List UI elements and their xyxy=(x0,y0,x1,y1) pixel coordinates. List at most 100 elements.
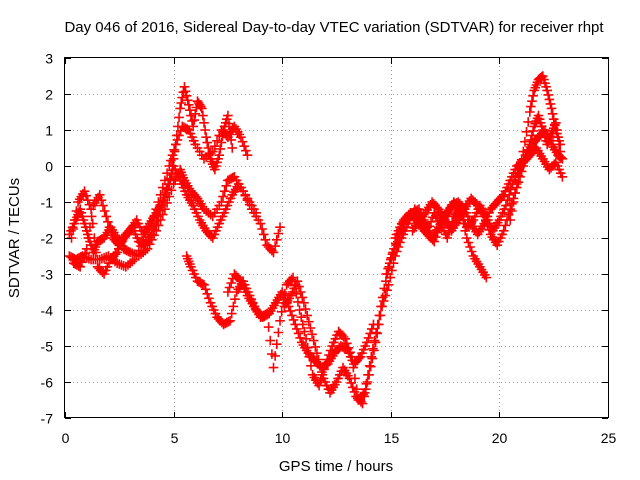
data-point xyxy=(207,301,217,312)
data-point xyxy=(223,316,234,327)
data-point xyxy=(166,185,177,196)
data-point xyxy=(343,343,354,353)
series-track-c xyxy=(66,161,261,279)
data-point xyxy=(83,233,94,243)
data-point xyxy=(199,118,209,128)
data-point xyxy=(328,337,339,348)
data-point xyxy=(492,240,503,250)
data-point xyxy=(198,110,208,121)
data-point xyxy=(100,265,111,276)
data-point xyxy=(377,301,387,312)
data-point xyxy=(268,362,279,373)
data-point xyxy=(388,247,398,258)
data-point xyxy=(280,289,290,299)
data-point xyxy=(526,101,536,112)
data-point xyxy=(130,229,141,240)
data-point xyxy=(505,204,516,214)
data-point xyxy=(508,197,519,207)
data-point xyxy=(225,127,235,137)
data-point xyxy=(357,398,368,409)
data-point xyxy=(516,154,527,165)
data-point xyxy=(131,215,142,225)
data-point xyxy=(271,339,282,349)
data-point xyxy=(295,287,306,297)
data-point xyxy=(189,204,200,214)
data-point xyxy=(510,188,520,198)
data-point xyxy=(301,334,311,344)
data-point xyxy=(186,262,196,272)
x-tick-label: 5 xyxy=(171,430,179,446)
data-point xyxy=(294,281,304,292)
data-point xyxy=(230,294,240,304)
data-point xyxy=(386,253,397,263)
data-point xyxy=(175,175,185,186)
data-point xyxy=(288,272,298,283)
data-point xyxy=(79,218,90,229)
data-point xyxy=(262,308,272,319)
data-point xyxy=(320,359,331,369)
data-point xyxy=(546,103,557,114)
data-point xyxy=(293,297,303,307)
data-point xyxy=(511,179,522,189)
data-point xyxy=(161,184,172,195)
data-point xyxy=(393,226,404,236)
data-point xyxy=(202,137,213,148)
data-point xyxy=(241,287,251,297)
data-point xyxy=(381,269,392,279)
data-point xyxy=(217,211,228,222)
data-point xyxy=(99,269,109,279)
data-point xyxy=(482,220,493,231)
y-tick-label: 1 xyxy=(45,123,53,139)
data-point xyxy=(211,161,221,171)
data-point xyxy=(298,319,308,330)
data-point xyxy=(365,361,376,372)
data-point xyxy=(506,184,516,195)
data-point xyxy=(270,351,280,361)
data-point xyxy=(523,117,533,127)
data-point xyxy=(497,208,508,218)
data-point xyxy=(188,136,199,146)
data-point xyxy=(257,224,267,234)
data-point xyxy=(497,191,507,202)
y-tick-label: 3 xyxy=(45,51,53,67)
data-point xyxy=(219,186,230,196)
data-point xyxy=(263,322,274,332)
data-point xyxy=(147,229,157,240)
data-point xyxy=(331,377,342,387)
data-point xyxy=(270,241,280,251)
data-point xyxy=(239,141,249,151)
data-point xyxy=(494,215,505,225)
axes: 0 5 10 15 20 25 -7 -6 -5 -4 -3 -2 -1 0 1 2 3 xyxy=(41,51,617,447)
data-point xyxy=(312,348,322,358)
data-point xyxy=(470,211,480,222)
data-point xyxy=(112,247,122,258)
data-point xyxy=(333,373,343,384)
data-point xyxy=(151,216,162,226)
data-point xyxy=(226,278,236,288)
data-point xyxy=(346,378,356,388)
data-point xyxy=(102,262,113,272)
data-point xyxy=(294,305,305,315)
data-point xyxy=(500,186,511,196)
data-point xyxy=(241,145,251,156)
data-point xyxy=(157,182,168,193)
data-point xyxy=(318,373,329,384)
data-point xyxy=(260,235,271,245)
data-point xyxy=(216,137,227,148)
data-point xyxy=(468,215,479,225)
data-point xyxy=(439,226,449,236)
data-point xyxy=(110,249,121,259)
data-point xyxy=(420,218,431,229)
data-point xyxy=(366,324,377,334)
data-point xyxy=(222,200,233,211)
data-point xyxy=(306,361,316,371)
data-point xyxy=(308,335,319,346)
data-point xyxy=(214,150,225,160)
data-point xyxy=(185,128,196,139)
data-point xyxy=(292,324,302,334)
series-track-d xyxy=(68,82,238,272)
data-point xyxy=(180,86,191,97)
data-point xyxy=(224,282,235,293)
y-tick-label: 2 xyxy=(45,87,53,103)
data-point xyxy=(555,139,566,150)
